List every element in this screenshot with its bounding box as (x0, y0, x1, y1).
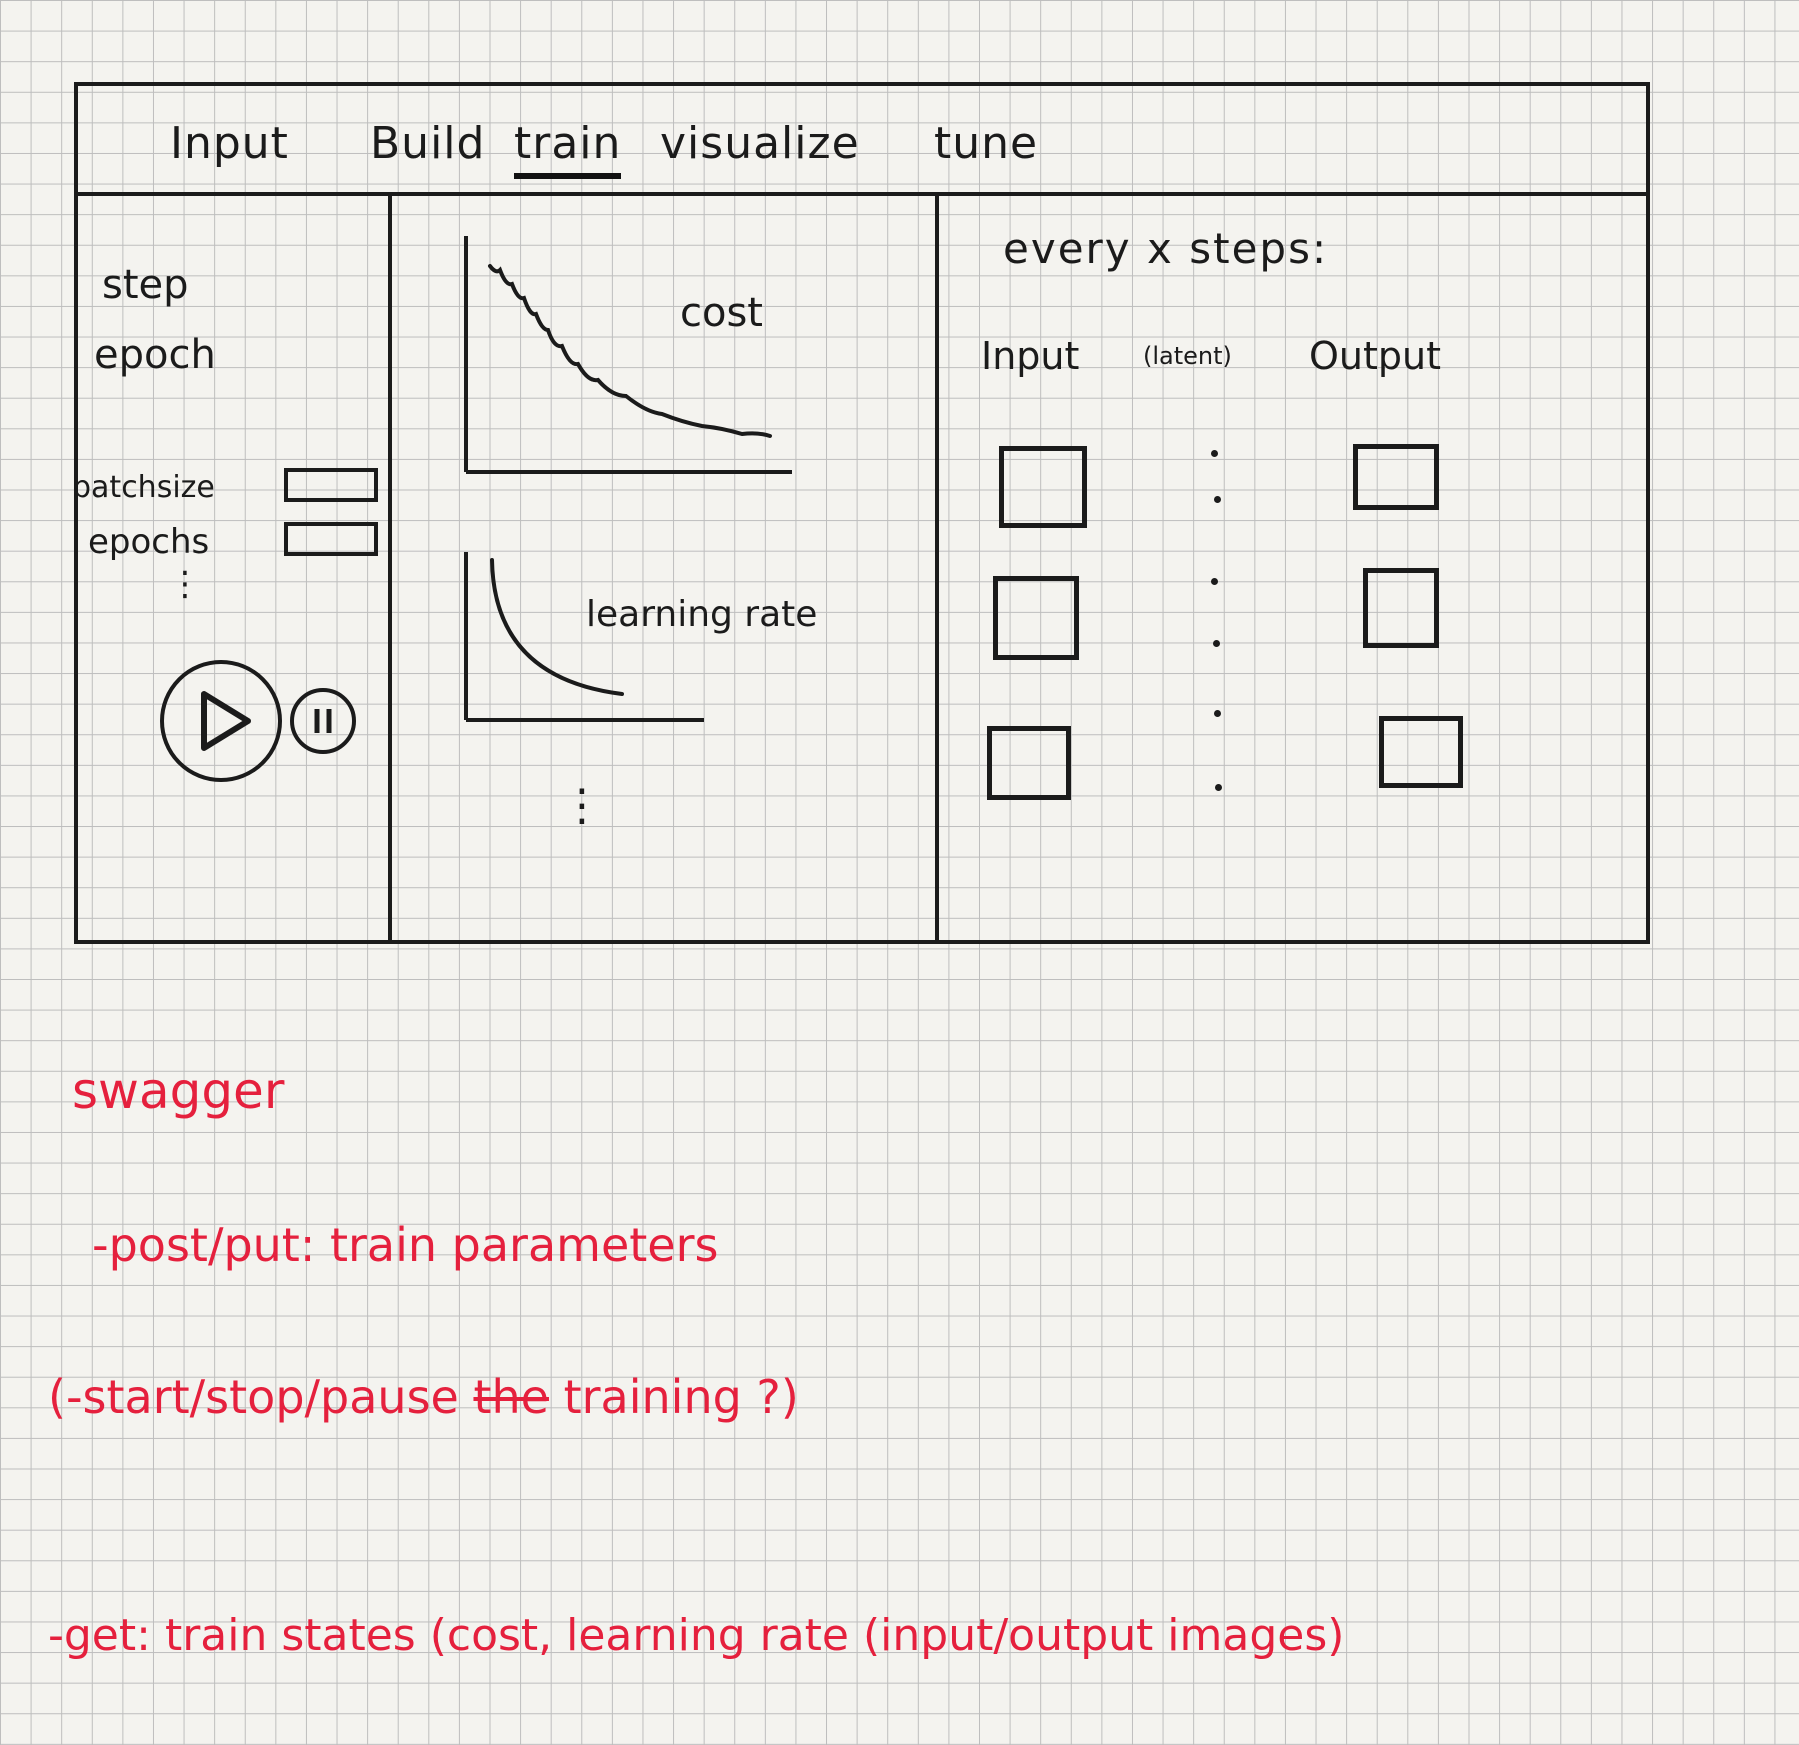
tab-tune[interactable]: tune (934, 118, 1039, 169)
more-parameters-ellipsis: ⋮ (168, 564, 202, 604)
input-image-2 (993, 576, 1079, 660)
latent-column-header: (latent) (1143, 342, 1232, 370)
latent-dot (1213, 640, 1220, 647)
train-window (74, 82, 1650, 944)
batchsize-label: batchsize (72, 470, 215, 505)
latent-dot (1211, 450, 1218, 457)
sample-interval-heading: every x steps: (1003, 224, 1329, 273)
left-divider (388, 196, 392, 944)
charts-panel: cost learning rate ⋮ (392, 200, 935, 940)
notes-line-start-stop-a: (-start/stop/pause (48, 1370, 459, 1424)
learning-rate-curve (490, 558, 624, 696)
notes-line-start-stop-b: training ?) (563, 1370, 799, 1424)
charts-canvas (464, 236, 792, 722)
play-icon (201, 691, 251, 751)
right-divider (935, 196, 939, 944)
learning-rate-chart-label: learning rate (586, 594, 818, 635)
input-image-3 (987, 726, 1071, 800)
output-image-1 (1353, 444, 1439, 510)
batchsize-input[interactable] (284, 468, 378, 502)
latent-dot (1214, 710, 1221, 717)
epochs-input[interactable] (284, 522, 378, 556)
cost-chart (464, 236, 792, 474)
notes-title: swagger (72, 1062, 285, 1120)
tab-train[interactable]: train (514, 118, 622, 179)
notes-line-start-stop: (-start/stop/pause the training ?) (48, 1370, 799, 1424)
output-image-2 (1363, 568, 1439, 648)
more-charts-ellipsis: ⋮ (560, 780, 604, 831)
pause-button[interactable] (290, 688, 356, 754)
input-column-header: Input (981, 334, 1080, 378)
play-button[interactable] (160, 660, 282, 782)
training-controls-panel: step epoch batchsize epochs ⋮ (72, 200, 388, 940)
epochs-label: epochs (88, 522, 210, 562)
pause-icon (314, 709, 332, 733)
notes-line-post-put: -post/put: train parameters (92, 1218, 719, 1272)
tab-build[interactable]: Build (370, 118, 486, 169)
tab-input[interactable]: Input (170, 118, 289, 169)
tab-bar: Input Build train visualize tune (74, 82, 1650, 196)
notes-line-get: -get: train states (cost, learning rate … (48, 1610, 1345, 1661)
output-column-header: Output (1309, 334, 1441, 378)
output-image-3 (1379, 716, 1463, 788)
learning-rate-chart (464, 552, 704, 722)
step-label: step (102, 262, 189, 308)
sample-images-panel: every x steps: Input (latent) Output (939, 200, 1646, 940)
tab-visualize[interactable]: visualize (660, 118, 860, 169)
epoch-label: epoch (94, 332, 216, 378)
latent-dot (1211, 578, 1218, 585)
cost-curve (488, 264, 772, 438)
cost-chart-label: cost (680, 290, 763, 336)
latent-dot (1215, 784, 1222, 791)
notes-line-strikeout: the (473, 1370, 549, 1424)
input-image-1 (999, 446, 1087, 528)
latent-dot (1214, 496, 1221, 503)
